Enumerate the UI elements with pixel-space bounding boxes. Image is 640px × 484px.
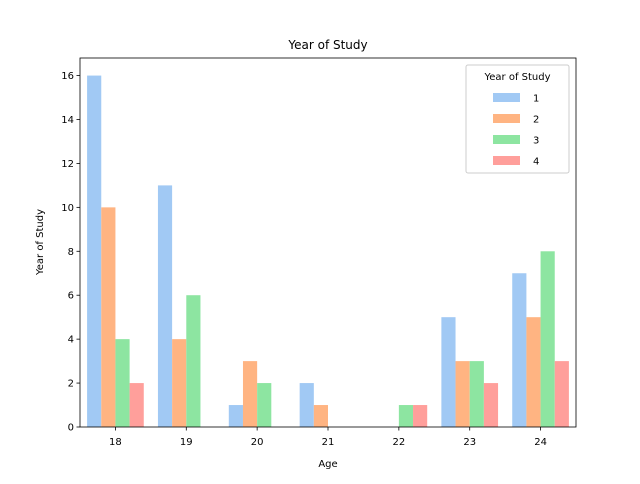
legend-title: Year of Study [483,72,550,83]
y-tick-label: 0 [68,423,74,434]
legend-swatch [493,156,520,165]
legend-item-3: 3 [493,135,539,147]
bar-age-20-year-3 [257,383,272,427]
y-tick-label: 12 [61,159,74,170]
y-tick-label: 2 [68,379,74,390]
x-tick-label: 21 [322,437,335,448]
legend-items: 1 2 3 4 [493,93,539,168]
bar-age-24-year-2 [526,317,541,427]
legend-label: 1 [533,94,539,105]
legend-label: 3 [533,136,539,147]
x-axis-label: Age [318,459,337,470]
bar-age-21-year-2 [313,405,328,427]
legend-label: 2 [533,115,539,126]
bar-age-23-year-1 [441,317,456,427]
bar-age-23-year-2 [455,361,470,427]
bar-age-24-year-1 [512,273,527,427]
legend-item-2: 2 [493,114,539,126]
bar-age-23-year-4 [483,383,499,427]
y-tick-label: 6 [68,291,74,302]
bar-age-23-year-3 [469,361,484,427]
x-tick-label: 24 [534,437,547,448]
bars-layer [87,75,569,427]
x-tick-label: 23 [463,437,476,448]
y-tick-label: 4 [68,335,74,346]
bar-age-18-year-2 [101,207,116,427]
x-tick-label: 22 [392,437,405,448]
bar-age-21-year-1 [299,383,314,427]
x-tick-label: 19 [180,437,193,448]
y-tick-label: 10 [61,203,74,214]
bar-age-19-year-2 [172,339,187,427]
y-tick-label: 8 [68,247,74,258]
legend-label: 4 [533,157,539,168]
legend-swatch [493,114,520,123]
bar-age-24-year-3 [540,251,555,427]
y-tick-label: 14 [61,115,74,126]
x-tick-label: 20 [251,437,264,448]
bar-age-19-year-3 [186,295,201,427]
chart-title: Year of Study [287,38,367,52]
legend-swatch [493,93,520,102]
bar-age-20-year-2 [242,361,258,427]
x-tick-label: 18 [109,437,122,448]
legend: Year of Study 1 2 3 4 [465,64,570,174]
bar-age-18-year-4 [129,383,144,427]
y-tick-label: 16 [61,71,74,82]
bar-age-22-year-3 [398,405,414,427]
legend-swatch [493,135,520,144]
legend-item-4: 4 [493,156,539,168]
bar-age-18-year-1 [87,75,102,427]
bar-age-20-year-1 [228,405,243,427]
bar-age-24-year-4 [554,361,569,427]
bar-age-19-year-1 [157,185,173,427]
y-axis-label: Year of Study [35,209,46,276]
legend-item-1: 1 [493,93,539,105]
bar-age-22-year-4 [413,405,428,427]
bar-age-18-year-3 [115,339,130,427]
